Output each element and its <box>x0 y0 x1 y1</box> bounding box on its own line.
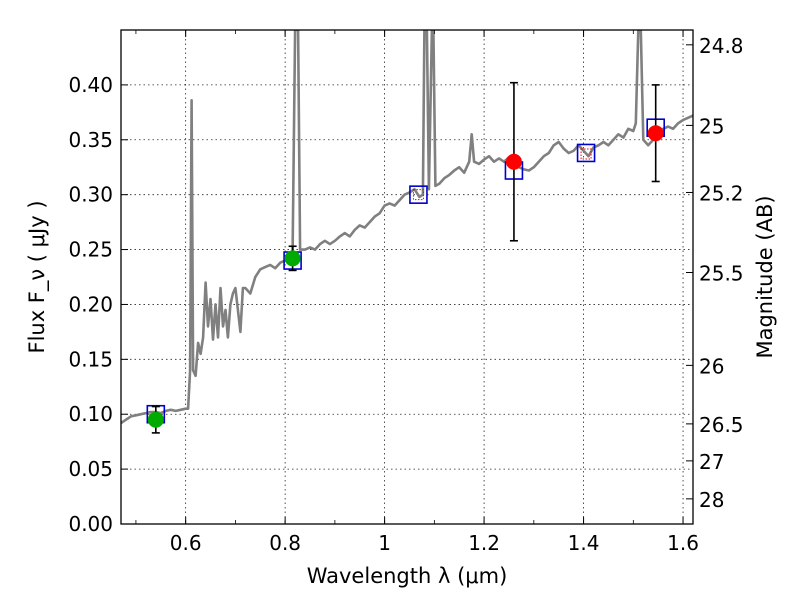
right-tick-label: 25.5 <box>699 261 744 285</box>
x-axis-label: Wavelength λ (μm) <box>307 564 508 588</box>
model-flux-box <box>409 185 428 204</box>
y-tick-label: 0.40 <box>68 73 113 97</box>
photometry-point-layer <box>147 125 664 428</box>
model-flux-box <box>576 143 596 163</box>
y-tick-label: 0.00 <box>68 512 113 536</box>
plot-area <box>121 30 693 434</box>
y-tick-label: 0.15 <box>68 347 113 371</box>
right-axis-label: Magnitude (AB) <box>753 195 777 358</box>
plot-background <box>121 30 693 524</box>
photometry-point <box>580 148 592 160</box>
x-tick-label: 1.4 <box>568 531 600 555</box>
y-tick-label: 0.30 <box>68 183 113 207</box>
right-tick-label: 24.8 <box>699 34 744 58</box>
sed-model-line <box>121 30 693 425</box>
x-tick-label: 1.2 <box>468 531 500 555</box>
sed-layer <box>121 30 693 425</box>
photometry-point <box>647 125 664 142</box>
photometry-point <box>147 411 164 428</box>
x-tick-label: 1 <box>378 531 391 555</box>
y-tick-label: 0.10 <box>68 402 113 426</box>
y-tick-label: 0.35 <box>68 128 113 152</box>
right-tick-label: 27 <box>699 450 724 474</box>
x-tick-label: 0.6 <box>170 531 202 555</box>
right-tick-label: 25.2 <box>699 181 744 205</box>
photometry-point <box>284 250 301 267</box>
right-tick-label: 28 <box>699 488 724 512</box>
photometry-point <box>505 153 522 170</box>
photometry-point <box>412 189 424 201</box>
y-axis-label: Flux F_ν ( μJy ) <box>25 200 50 353</box>
x-tick-label: 1.6 <box>667 531 699 555</box>
y-tick-label: 0.25 <box>68 238 113 262</box>
x-tick-label: 0.8 <box>269 531 301 555</box>
tick-layer: 0.6 0.8 1 1.2 1.4 1.6 0.00 0.05 0.10 0.15 0.20 0.25… <box>68 30 744 555</box>
right-tick-label: 26 <box>699 354 724 378</box>
right-tick-label: 25 <box>699 114 724 138</box>
y-tick-label: 0.20 <box>68 292 113 316</box>
right-tick-label: 26.5 <box>699 413 744 437</box>
y-tick-label: 0.05 <box>68 457 113 481</box>
plot-frame <box>120 29 694 525</box>
